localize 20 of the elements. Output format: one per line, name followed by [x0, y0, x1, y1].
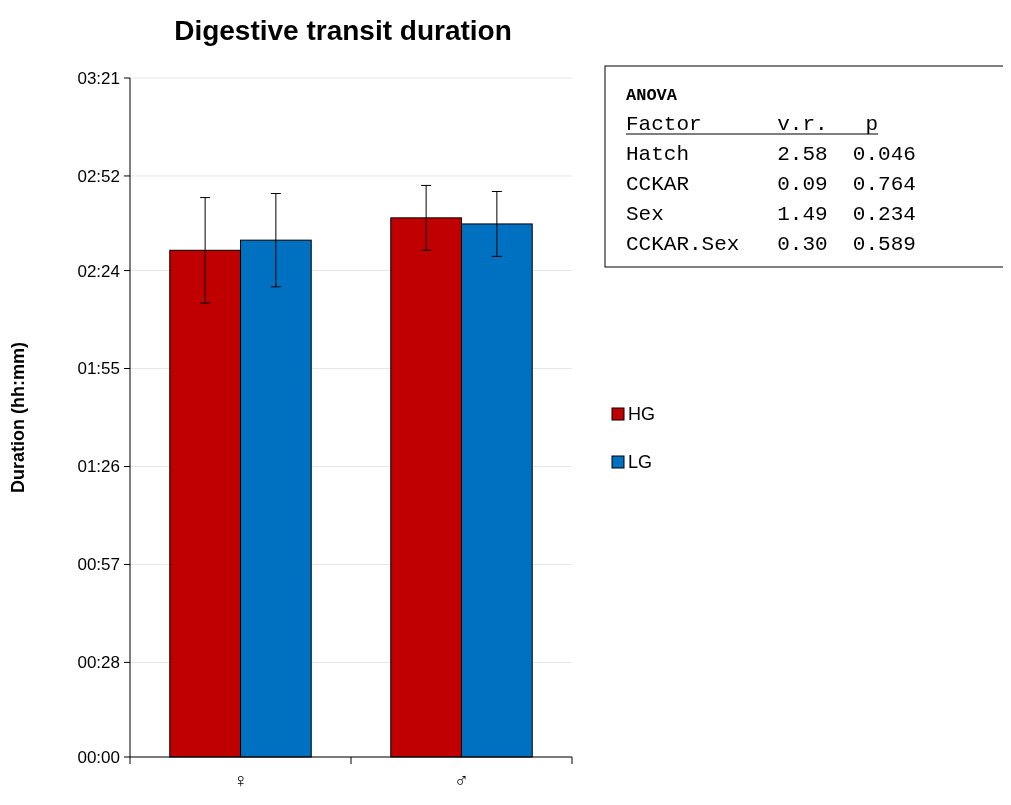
legend-label: LG — [628, 452, 653, 473]
text: Sex 1.49 0.234 — [626, 203, 916, 226]
x-tick-label: ♀ — [233, 769, 248, 791]
text: CCKAR 0.09 0.764 — [626, 173, 916, 196]
legend-label: HG — [628, 404, 655, 425]
text: ANOVA — [626, 86, 678, 105]
y-axis-title: Duration (hh:mm) — [8, 342, 28, 493]
x-tick-label: ♂ — [454, 769, 469, 791]
y-tick-label: 02:24 — [77, 261, 120, 281]
y-tick-label: 03:21 — [77, 68, 120, 88]
y-tick-label: 00:28 — [77, 653, 120, 673]
y-tick-label: 01:55 — [77, 359, 120, 379]
text: Hatch 2.58 0.046 — [626, 143, 916, 166]
y-tick-label: 00:57 — [77, 555, 120, 575]
y-tick-label: 01:26 — [77, 457, 120, 477]
chart-title: Digestive transit duration — [174, 15, 512, 46]
text: CCKAR.Sex 0.30 0.589 — [626, 233, 916, 256]
text: Factor v.r. p — [626, 113, 879, 136]
y-tick-label: 00:00 — [77, 747, 120, 767]
y-tick-label: 02:52 — [77, 166, 120, 186]
